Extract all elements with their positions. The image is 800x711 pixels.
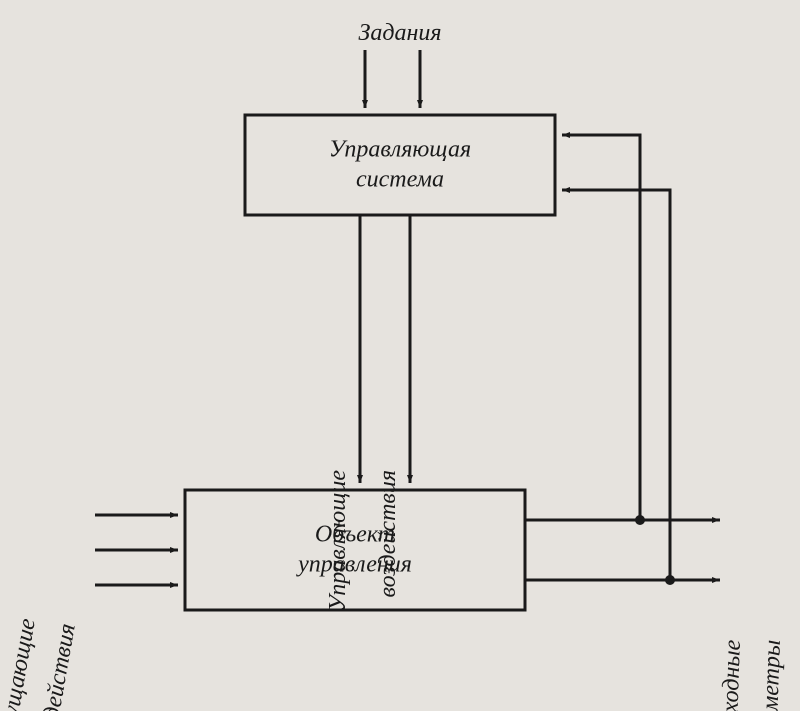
junction-fb-a: [635, 515, 645, 525]
label-dist2: воздействия: [33, 622, 81, 711]
label-ctrlact2: воздействия: [375, 470, 401, 597]
node-obj: [185, 490, 525, 610]
node-ctrl-label-1: система: [356, 167, 444, 193]
node-ctrl: [245, 115, 555, 215]
label-out1: Выходные: [716, 639, 746, 711]
label-tasks: Задания: [358, 20, 441, 46]
junction-fb-b: [665, 575, 675, 585]
label-dist1: Возмущающие: [0, 616, 41, 711]
label-ctrlact1: Управляющие: [325, 470, 351, 612]
label-out2: параметры: [756, 639, 786, 711]
arrow-fb-a: [562, 135, 640, 520]
node-ctrl-label-0: Управляющая: [329, 137, 471, 163]
